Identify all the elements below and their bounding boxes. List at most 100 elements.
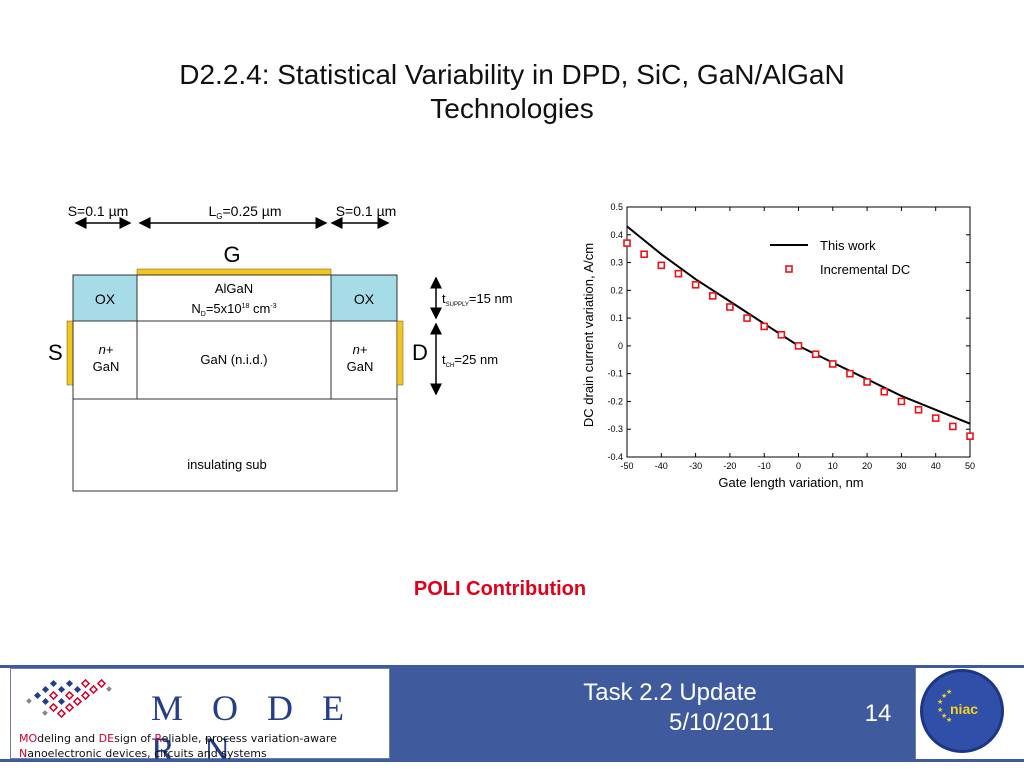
- svg-text:★: ★: [937, 706, 943, 714]
- y-tick-label: -0.1: [607, 369, 623, 379]
- svg-text:★: ★: [946, 688, 952, 696]
- data-point-incremental-dc: [897, 397, 906, 406]
- niac-logo-text: niac: [950, 701, 979, 717]
- x-tick-label: 40: [931, 461, 941, 471]
- data-point-incremental-dc: [726, 303, 734, 311]
- data-point-incremental-dc: [743, 314, 751, 322]
- data-point-incremental-dc: [674, 269, 683, 278]
- legend-label-this-work: This work: [820, 238, 876, 253]
- drain-label: D: [412, 340, 428, 365]
- data-point-incremental-dc: [880, 387, 889, 396]
- series-line-this-work: [626, 225, 971, 425]
- dim-label-center: LG=0.25 µm: [208, 203, 281, 221]
- y-tick-label: 0.2: [610, 285, 623, 295]
- footer-line-top: [0, 665, 1024, 668]
- x-tick-label: -30: [689, 461, 702, 471]
- dim-label-left: S=0.1 µm: [68, 203, 129, 219]
- svg-text:★: ★: [946, 716, 952, 724]
- t-ch-label: tCH=25 nm: [442, 352, 498, 369]
- substrate: [72, 398, 398, 492]
- svg-text:★: ★: [941, 692, 947, 700]
- niac-logo: ★ ★ ★ ★ ★ ★: [920, 669, 1004, 753]
- oxide-right-label: OX: [354, 291, 375, 307]
- y-tick-label: -0.2: [607, 396, 623, 406]
- slide-title-line1: D2.2.4: Statistical Variability in DPD, …: [179, 59, 845, 90]
- n-plus-right-label2: GaN: [347, 359, 374, 374]
- n-plus-left-label2: GaN: [93, 359, 120, 374]
- y-tick-label: -0.4: [607, 452, 623, 462]
- x-tick-label: 10: [828, 461, 838, 471]
- page-number: 14: [864, 700, 892, 727]
- slide-title: D2.2.4: Statistical Variability in DPD, …: [40, 58, 984, 126]
- oxide-left: [72, 274, 138, 322]
- eu-stars-icon: ★★★ ★★★: [937, 688, 952, 724]
- channel-layer: [136, 320, 332, 400]
- y-tick-label: 0.4: [610, 230, 623, 240]
- gate-label: G: [223, 242, 240, 267]
- svg-text:★: ★: [941, 712, 947, 720]
- poli-contribution: POLI Contribution: [413, 578, 587, 600]
- source-label: S: [48, 340, 63, 365]
- device-cross-section: S=0.1 µm LG=0.25 µm S=0.1 µm G OX AlGaN …: [48, 203, 513, 492]
- data-point-incremental-dc: [657, 261, 666, 270]
- data-point-incremental-dc: [640, 250, 648, 259]
- modern-logo-icon: [26, 678, 112, 719]
- y-tick-label: 0: [618, 341, 623, 351]
- data-point-incremental-dc: [760, 322, 768, 331]
- y-tick-label: -0.3: [607, 424, 623, 434]
- algan-doping: ND=5x1018 cm-3: [191, 301, 276, 318]
- legend-swatch-incremental-dc: [785, 265, 793, 273]
- modern-tagline: MOdeling and DEsign of Reliable, process…: [19, 732, 337, 760]
- n-plus-left: [72, 320, 138, 400]
- chart-xlabel: Gate length variation, nm: [718, 475, 863, 490]
- chart-ylabel: DC drain current variation, A/cm: [581, 243, 596, 427]
- drain-contact: [396, 320, 404, 386]
- substrate-label: insulating sub: [187, 457, 267, 472]
- data-point-incremental-dc: [914, 405, 923, 414]
- x-tick-label: -50: [620, 461, 633, 471]
- data-point-incremental-dc: [691, 280, 700, 289]
- slide-title-line2: Technologies: [430, 93, 594, 124]
- task-update: Task 2.2 Update 5/10/2011: [560, 678, 780, 738]
- data-point-incremental-dc: [863, 378, 871, 386]
- n-plus-right-label1: n+: [353, 342, 368, 357]
- x-tick-label: 50: [965, 461, 975, 471]
- gate-contact: [136, 268, 332, 276]
- task-title: Task 2.2 Update: [583, 679, 757, 706]
- data-point-incremental-dc: [777, 330, 786, 339]
- data-point-incremental-dc: [846, 369, 854, 378]
- x-tick-label: 0: [796, 461, 801, 471]
- y-tick-label: 0.1: [610, 313, 623, 323]
- drain-current-chart: -50 -40 -30 -20 -10 0 10 20 30 40 50 -0.4 -0.3 -0.2 -0…: [581, 202, 975, 490]
- n-plus-left-label1: n+: [99, 342, 114, 357]
- dim-label-right: S=0.1 µm: [336, 203, 397, 219]
- footer-line-bottom: [0, 759, 1024, 762]
- legend-label-incremental-dc: Incremental DC: [820, 262, 910, 277]
- y-tick-label: 0.5: [610, 202, 623, 212]
- x-tick-label: 20: [862, 461, 872, 471]
- modern-logo-box: M O D E R N MOdeling and DEsign of Relia…: [10, 668, 390, 770]
- x-tick-label: 30: [896, 461, 906, 471]
- oxide-left-label: OX: [95, 291, 116, 307]
- data-point-incremental-dc: [794, 342, 803, 350]
- x-tick-label: -40: [655, 461, 668, 471]
- data-point-incremental-dc: [811, 350, 820, 359]
- source-contact: [66, 320, 74, 386]
- x-tick-label: -20: [723, 461, 736, 471]
- data-point-incremental-dc: [966, 432, 974, 440]
- data-point-incremental-dc: [829, 360, 837, 368]
- data-point-incremental-dc: [623, 239, 631, 247]
- channel-label: GaN (n.i.d.): [200, 352, 267, 367]
- algan-layer: [136, 274, 332, 322]
- data-point-incremental-dc: [949, 422, 957, 431]
- y-tick-label: 0.3: [610, 258, 623, 268]
- t-supply-label: tSUPPLY=15 nm: [442, 291, 513, 308]
- svg-text:★: ★: [937, 698, 943, 706]
- data-point-incremental-dc: [931, 414, 940, 422]
- task-date: 5/10/2011: [669, 709, 774, 736]
- algan-label: AlGaN: [215, 281, 253, 296]
- data-point-incremental-dc: [708, 292, 717, 300]
- x-tick-label: -10: [758, 461, 771, 471]
- modern-logo-word: M O D E R N: [151, 688, 354, 770]
- footer-blue-panel: [390, 668, 915, 759]
